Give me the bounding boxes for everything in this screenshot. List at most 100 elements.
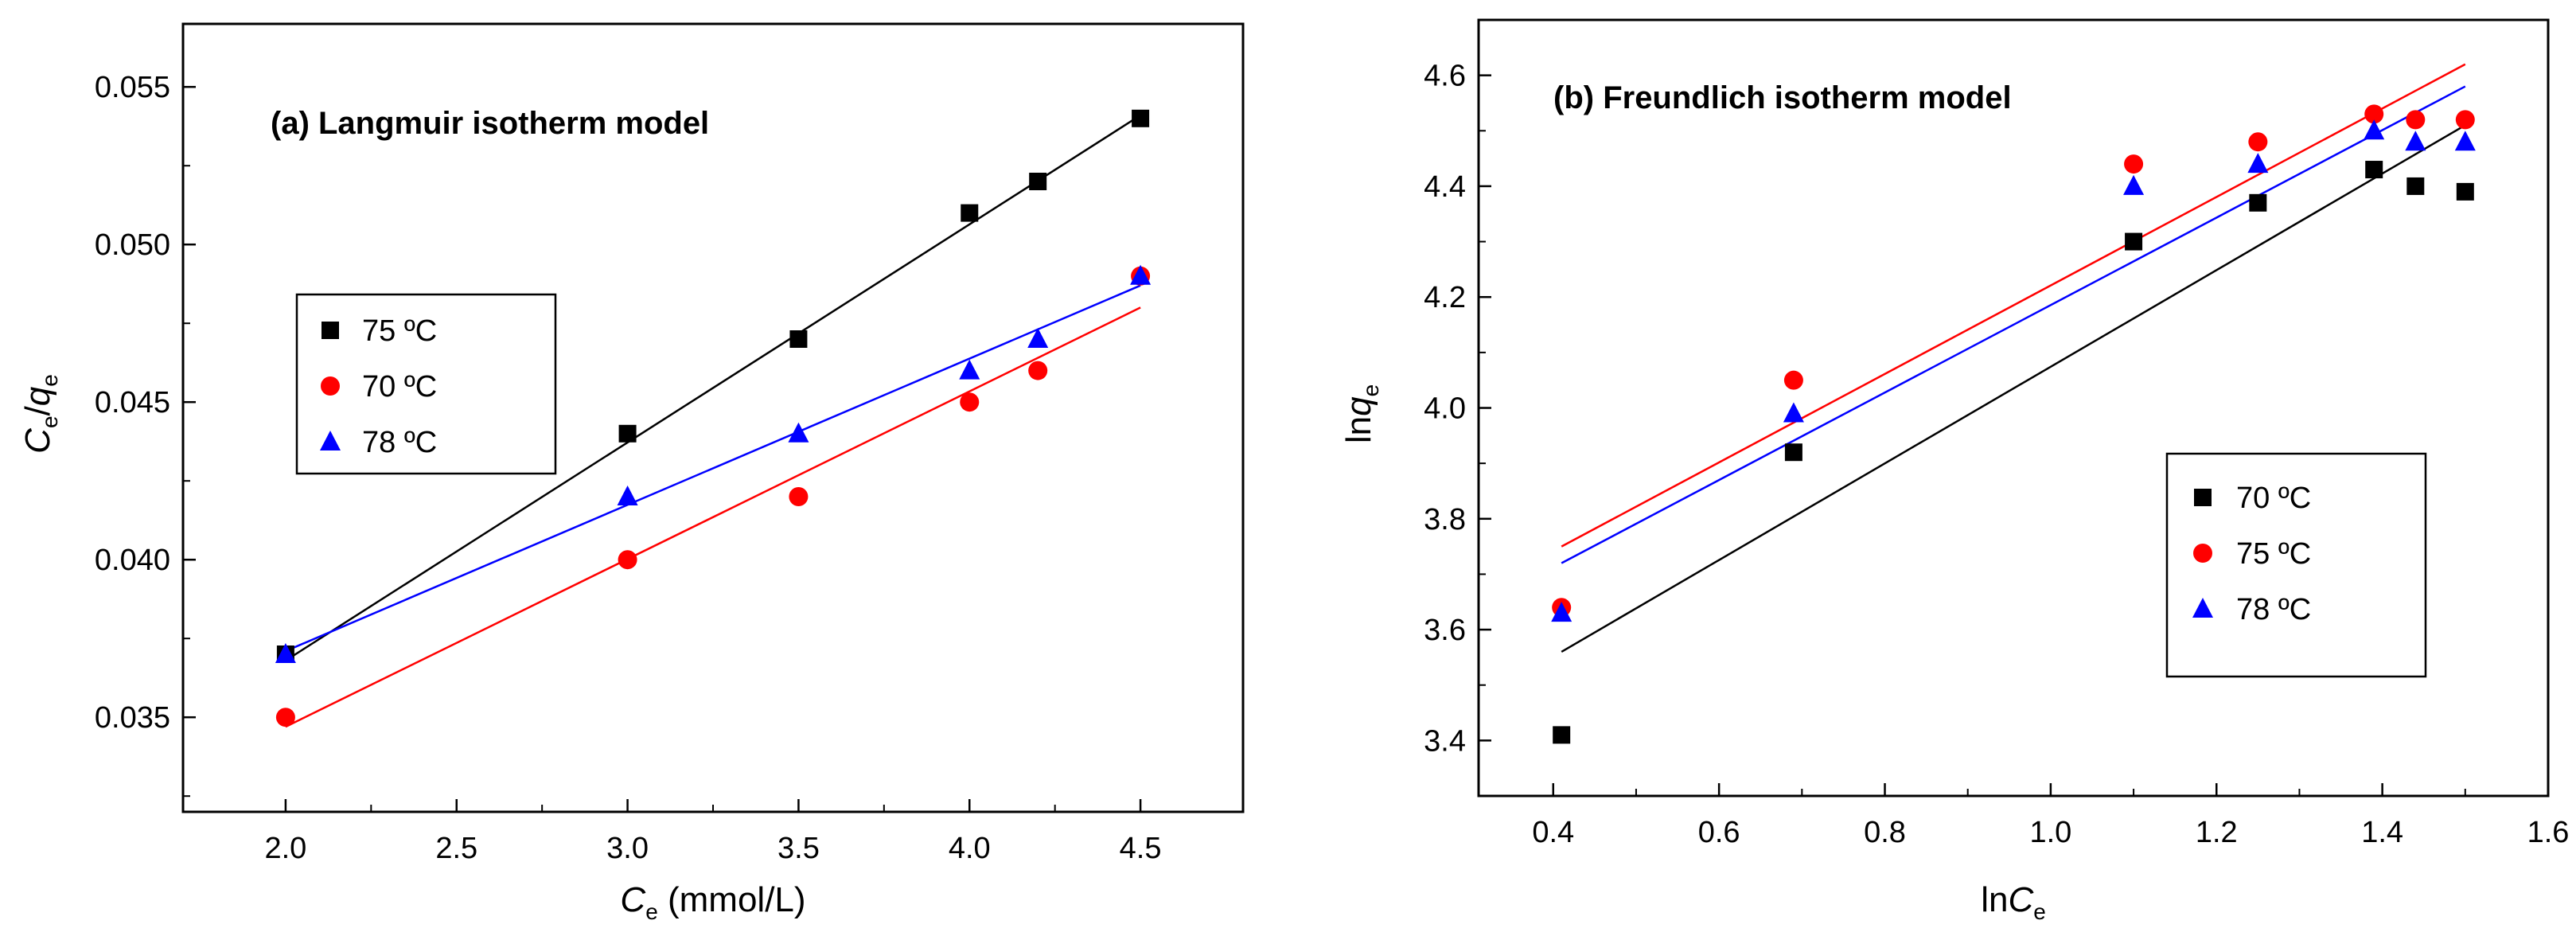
x-tick-label: 0.8 [1864,816,1906,849]
data-point [2125,232,2143,251]
legend-marker [2192,598,2213,618]
legend-label-75c: 75 ºC [2236,537,2311,571]
y-tick-label: 0.040 [95,544,170,577]
x-tick-label: 3.5 [777,832,820,865]
data-point [1132,109,1150,127]
data-point [275,643,296,663]
legend-marker [2193,544,2212,563]
data-point [2124,154,2144,174]
data-point [1029,173,1047,190]
data-point [2456,182,2474,201]
data-point [2249,193,2267,212]
data-point [617,486,638,505]
y-tick-label: 3.4 [1424,724,1466,758]
legend: 70 ºC 75 ºC 78 ºC [2165,452,2427,678]
data-point [2405,131,2426,151]
legend-box [295,293,557,475]
data-point [2248,132,2268,152]
legend-marker [321,376,340,396]
x-tick-label: 2.0 [264,832,306,865]
y-tick-label: 0.055 [95,71,170,104]
y-tick-label: 0.035 [95,701,170,735]
data-point [1028,361,1048,380]
data-point [2365,161,2383,179]
panel-title: (a) Langmuir isotherm model [271,106,709,141]
legend-marker [2194,489,2212,506]
legend-label-78c: 78 ºC [362,426,437,459]
fit-line [285,284,1141,653]
legend-marker [322,322,339,339]
tick-labels: 2.0 2.5 3.0 3.5 4.0 4.5 0.035 0.040 0.045 0.050 0.… [95,71,1162,865]
data-point [2123,174,2145,195]
y-tick-label: 3.6 [1424,614,1466,647]
data-point [1027,328,1049,348]
y-axis-title: Ce/qe [18,374,62,454]
data-point [2247,153,2269,174]
x-tick-label: 1.2 [2196,816,2238,849]
fit-line [285,306,1141,728]
y-tick-label: 4.2 [1424,281,1466,314]
fit-line [1561,63,2466,548]
data-point [2455,110,2475,130]
data-points [1551,104,2476,744]
data-points [275,109,1152,727]
data-point [2454,131,2476,151]
data-point [788,422,809,443]
langmuir-panel: 2.0 2.5 3.0 3.5 4.0 4.5 0.035 0.040 0.045 0.050 0.… [18,22,1245,924]
data-point [2406,110,2426,130]
data-point [1551,602,1572,622]
axis-ticks [1479,19,2550,796]
y-tick-label: 4.0 [1424,392,1466,426]
legend-label-75c: 75 ºC [362,314,437,348]
plot-frame [1477,18,2550,798]
x-tick-label: 2.5 [435,832,477,865]
data-point [2364,119,2385,140]
y-tick-label: 0.045 [95,386,170,419]
data-point [618,550,637,570]
legend-label-70c: 70 ºC [2236,482,2311,515]
data-point [1784,443,1802,462]
data-point [960,392,980,412]
legend-label-70c: 70 ºC [362,370,437,404]
data-point [1130,264,1152,285]
data-point [789,330,808,348]
fit-lines [285,114,1141,728]
panel-title: (b) Freundlich isotherm model [1553,80,2012,115]
x-tick-label: 1.0 [2029,816,2071,849]
x-tick-label: 0.4 [1532,816,1574,849]
data-point [789,487,809,506]
fit-lines [1561,63,2466,653]
y-axis-title: lnqe [1339,384,1383,443]
fit-line [1561,124,2466,653]
x-tick-label: 1.4 [2361,816,2403,849]
x-tick-label: 3.0 [606,832,649,865]
y-tick-label: 4.6 [1424,60,1466,93]
legend-marker [320,431,341,450]
x-tick-label: 1.6 [2527,816,2570,849]
legend-markers [320,322,341,450]
axis-ticks [183,85,1142,812]
data-point [1783,402,1804,423]
x-axis-title: lnCe [1981,880,2046,924]
data-point [1783,370,1803,390]
x-tick-label: 4.5 [1120,832,1162,865]
x-tick-label: 4.0 [949,832,991,865]
data-point [2406,177,2425,195]
data-point [961,204,979,222]
x-tick-label: 0.6 [1698,816,1740,849]
x-axis-title: Ce (mmol/L) [620,880,805,924]
y-tick-label: 4.4 [1424,170,1466,204]
fit-line [1561,85,2466,564]
freundlich-panel: 0.4 0.6 0.8 1.0 1.2 1.4 1.6 3.4 3.6 3.8 4.0 4.2 4.4 4… [1339,18,2569,924]
data-point [1553,726,1571,744]
data-point [618,424,637,443]
data-point [275,708,295,727]
data-point [959,359,980,380]
legend: 75 ºC 70 ºC 78 ºC [295,293,557,475]
y-tick-label: 0.050 [95,228,170,262]
legend-label-78c: 78 ºC [2236,593,2311,626]
tick-labels: 0.4 0.6 0.8 1.0 1.2 1.4 1.6 3.4 3.6 3.8 4.0 4.2 4.4 4… [1424,60,2569,849]
legend-markers [2192,489,2213,618]
data-point [2364,104,2384,124]
